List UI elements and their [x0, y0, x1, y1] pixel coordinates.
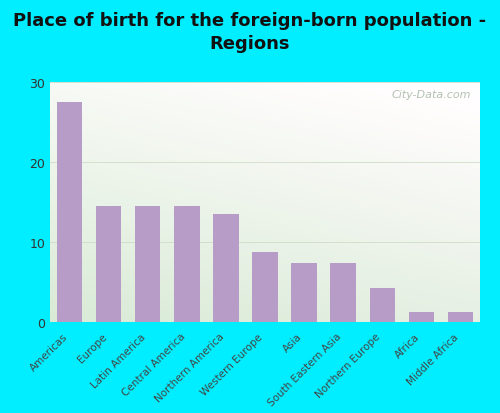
Bar: [135, 206, 160, 322]
Bar: [448, 313, 473, 322]
Bar: [213, 214, 238, 322]
Bar: [96, 206, 122, 322]
Bar: [370, 288, 395, 322]
Text: City-Data.com: City-Data.com: [392, 90, 471, 100]
Bar: [408, 313, 434, 322]
Bar: [292, 264, 317, 322]
Bar: [174, 206, 200, 322]
Bar: [57, 102, 82, 322]
Bar: [252, 253, 278, 322]
Text: Place of birth for the foreign-born population -
Regions: Place of birth for the foreign-born popu…: [14, 12, 486, 52]
Bar: [330, 264, 356, 322]
